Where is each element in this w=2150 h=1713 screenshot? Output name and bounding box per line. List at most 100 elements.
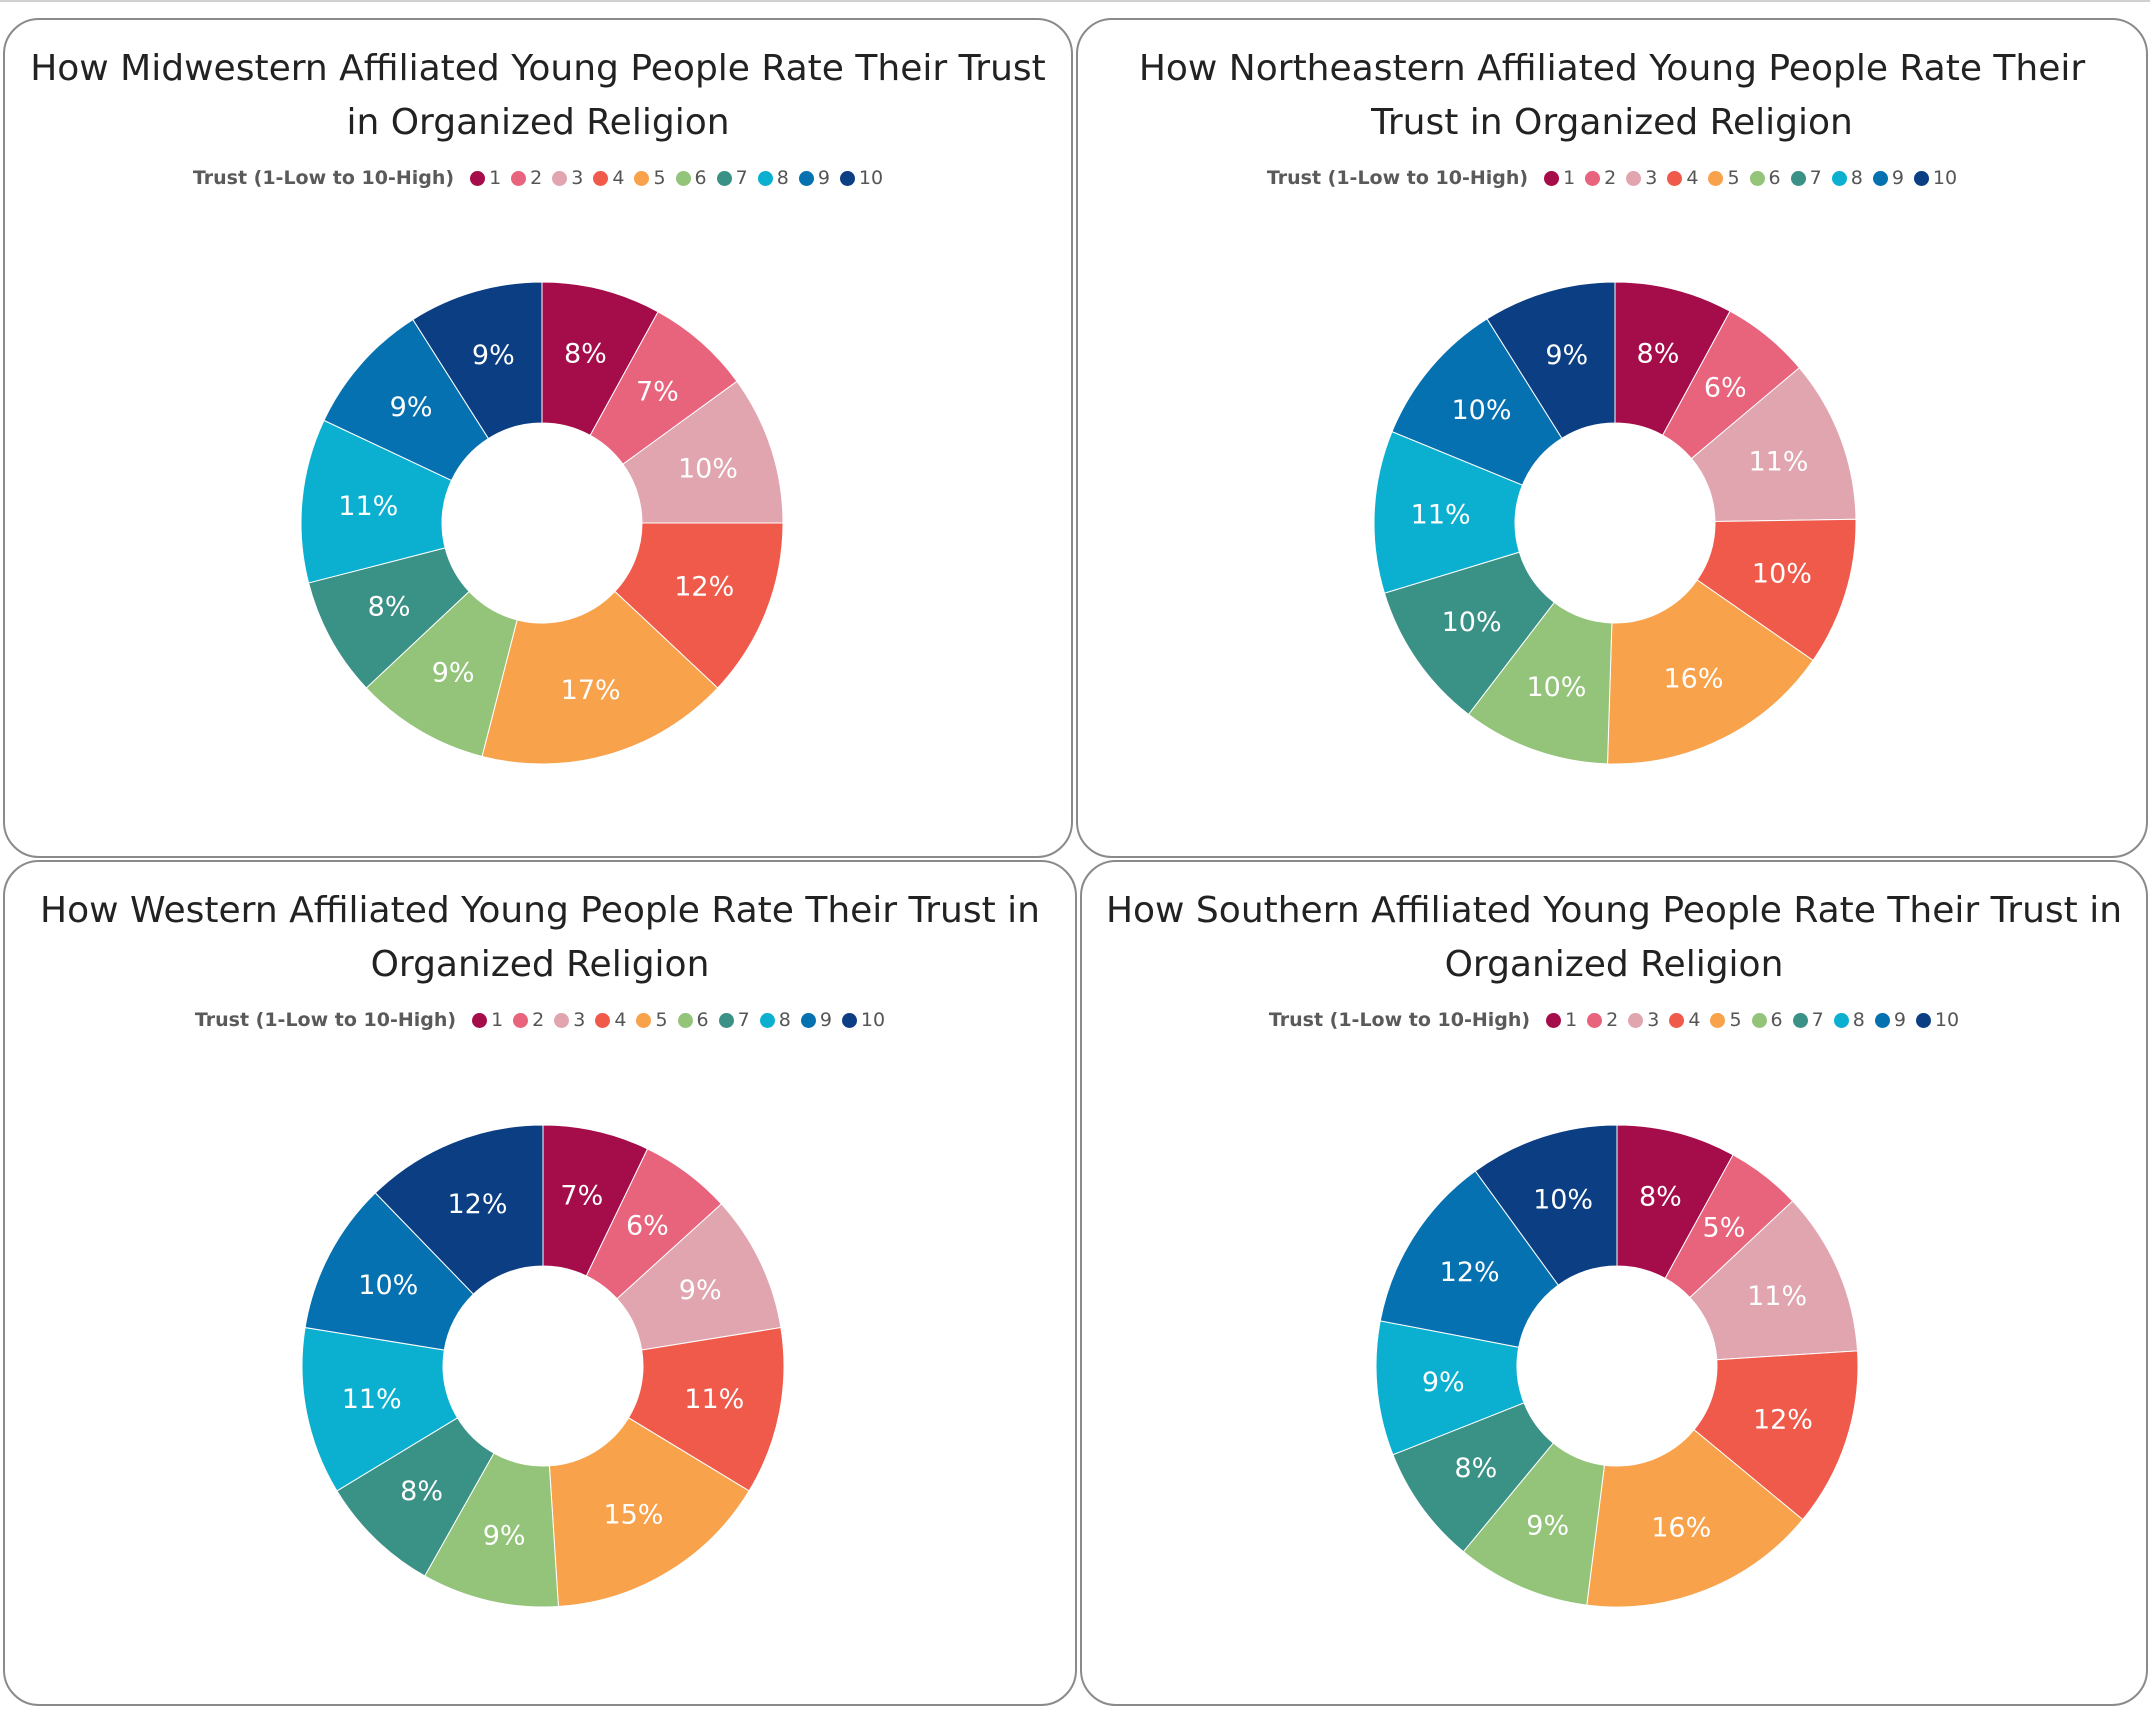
slice-label-10: 10% — [1533, 1185, 1593, 1216]
legend-item-1[interactable]: 1 — [1546, 1009, 1577, 1031]
legend-item-3[interactable]: 3 — [1626, 167, 1657, 189]
legend-label: 8 — [776, 167, 789, 189]
chart-title: How Southern Affiliated Young People Rat… — [1105, 890, 2123, 985]
legend-label: 10 — [1932, 167, 1958, 189]
donut-slice-4[interactable] — [614, 522, 784, 689]
legend-item-1[interactable]: 1 — [470, 167, 501, 189]
legend-label: 10 — [1934, 1009, 1960, 1031]
legend-item-4[interactable]: 4 — [595, 1009, 626, 1031]
legend-item-6[interactable]: 6 — [1751, 1009, 1783, 1031]
legend-item-7[interactable]: 7 — [1792, 1009, 1824, 1031]
legend-item-10[interactable]: 10 — [1913, 167, 1958, 189]
donut-slice-10[interactable] — [1486, 281, 1616, 439]
legend-item-5[interactable]: 5 — [636, 1009, 668, 1031]
donut-slice-4[interactable] — [627, 1326, 785, 1492]
legend-label: 1 — [1565, 1009, 1578, 1031]
slice-label-2: 6% — [1704, 372, 1747, 403]
donut-slice-5[interactable] — [1606, 579, 1814, 765]
slice-label-8: 11% — [1411, 499, 1471, 530]
legend-item-6[interactable]: 6 — [1749, 167, 1781, 189]
legend-item-2[interactable]: 2 — [511, 167, 542, 189]
legend-item-5[interactable]: 5 — [634, 167, 666, 189]
donut-slice-5[interactable] — [548, 1417, 750, 1608]
chart-legend: Trust (1-Low to 10-High) 1 2 3 4 5 6 7 8 9 10 — [1082, 1005, 2146, 1035]
legend-label: 7 — [1809, 167, 1822, 189]
legend-item-3[interactable]: 3 — [552, 167, 583, 189]
legend-item-9[interactable]: 9 — [798, 167, 830, 189]
legend-item-7[interactable]: 7 — [718, 1009, 750, 1031]
chart-legend: Trust (1-Low to 10-High) 1 2 3 4 5 6 7 8 9 10 — [1078, 163, 2146, 193]
chart-title: How Western Affiliated Young People Rate… — [40, 890, 1040, 985]
legend-item-4[interactable]: 4 — [593, 167, 624, 189]
legend-item-4[interactable]: 4 — [1667, 167, 1698, 189]
legend-swatch — [552, 170, 568, 186]
slice-label-9: 10% — [358, 1270, 418, 1301]
legend-label: 4 — [1686, 167, 1699, 189]
legend-item-7[interactable]: 7 — [716, 167, 748, 189]
legend-item-1[interactable]: 1 — [472, 1009, 503, 1031]
donut-slice-5[interactable] — [1586, 1429, 1804, 1608]
legend-swatch — [1626, 170, 1642, 186]
legend-item-8[interactable]: 8 — [1833, 1009, 1865, 1031]
legend-item-5[interactable]: 5 — [1708, 167, 1740, 189]
legend-label: 2 — [1604, 167, 1617, 189]
slice-label-9: 12% — [1440, 1257, 1500, 1288]
legend-item-9[interactable]: 9 — [1874, 1009, 1906, 1031]
legend-label: 5 — [1727, 167, 1740, 189]
slice-label-5: 17% — [561, 675, 621, 706]
legend-item-6[interactable]: 6 — [675, 167, 707, 189]
legend-swatch — [1667, 170, 1683, 186]
legend-label: 7 — [735, 167, 748, 189]
donut-slice-10[interactable] — [1474, 1124, 1618, 1286]
chart-title: How Northeastern Affiliated Young People… — [1138, 48, 2086, 143]
legend-item-6[interactable]: 6 — [677, 1009, 709, 1031]
legend-swatch — [1669, 1012, 1685, 1028]
legend-label: 3 — [1645, 167, 1658, 189]
legend-item-10[interactable]: 10 — [839, 167, 883, 189]
slice-label-4: 12% — [1753, 1404, 1813, 1435]
slice-label-2: 6% — [626, 1211, 669, 1242]
donut-slice-10[interactable] — [374, 1124, 544, 1295]
donut-slice-8[interactable] — [301, 1326, 459, 1492]
chart-panel-southern: How Southern Affiliated Young People Rat… — [1080, 860, 2148, 1706]
legend-item-4[interactable]: 4 — [1669, 1009, 1700, 1031]
legend-label: 1 — [491, 1009, 504, 1031]
legend-swatch — [757, 170, 773, 186]
legend-item-3[interactable]: 3 — [554, 1009, 585, 1031]
legend-swatch — [1546, 1012, 1562, 1028]
legend-item-2[interactable]: 2 — [1587, 1009, 1618, 1031]
legend-item-10[interactable]: 10 — [1915, 1009, 1960, 1031]
legend-item-8[interactable]: 8 — [1831, 167, 1863, 189]
legend-item-7[interactable]: 7 — [1790, 167, 1822, 189]
legend-item-5[interactable]: 5 — [1710, 1009, 1742, 1031]
legend-swatch — [1587, 1012, 1603, 1028]
legend-swatch — [513, 1012, 529, 1028]
legend-item-10[interactable]: 10 — [841, 1009, 885, 1031]
legend-swatch — [1872, 170, 1888, 186]
legend-label: 6 — [1768, 167, 1781, 189]
legend-label: 8 — [778, 1009, 791, 1031]
legend-item-9[interactable]: 9 — [1872, 167, 1904, 189]
donut-slice-9[interactable] — [1379, 1170, 1559, 1348]
legend-swatch — [1751, 1012, 1767, 1028]
slice-label-1: 8% — [1637, 338, 1680, 369]
legend-item-9[interactable]: 9 — [800, 1009, 832, 1031]
donut-slice-10[interactable] — [412, 281, 543, 440]
legend-item-1[interactable]: 1 — [1544, 167, 1575, 189]
chart-panel-northeastern: How Northeastern Affiliated Young People… — [1076, 18, 2148, 858]
donut-slice-5[interactable] — [481, 590, 719, 765]
legend-item-3[interactable]: 3 — [1628, 1009, 1659, 1031]
slice-label-4: 12% — [674, 572, 734, 603]
legend-swatch — [1915, 1012, 1931, 1028]
legend-label: 1 — [1563, 167, 1576, 189]
legend-item-8[interactable]: 8 — [757, 167, 789, 189]
legend-label: 2 — [530, 167, 543, 189]
legend-item-8[interactable]: 8 — [759, 1009, 791, 1031]
legend-swatch — [1874, 1012, 1890, 1028]
legend-swatch — [470, 170, 486, 186]
legend-swatch — [593, 170, 609, 186]
legend-item-2[interactable]: 2 — [1585, 167, 1616, 189]
legend-item-2[interactable]: 2 — [513, 1009, 544, 1031]
donut-slice-4[interactable] — [1693, 1350, 1859, 1521]
legend-label: 4 — [1688, 1009, 1701, 1031]
